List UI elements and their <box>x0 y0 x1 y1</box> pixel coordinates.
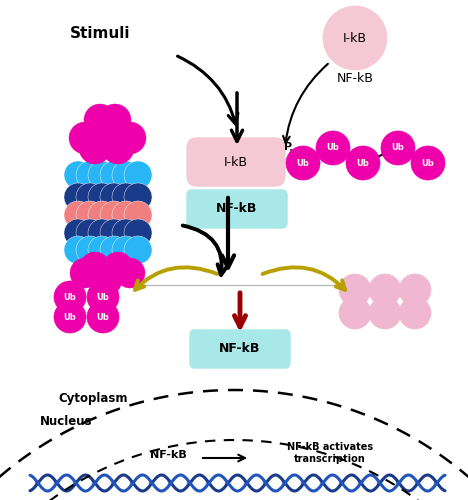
Circle shape <box>399 274 431 306</box>
Text: I-kB: I-kB <box>343 32 367 44</box>
Circle shape <box>115 258 145 288</box>
Circle shape <box>339 274 371 306</box>
Circle shape <box>124 236 152 264</box>
Text: NF-kB: NF-kB <box>216 202 258 215</box>
Circle shape <box>112 183 140 211</box>
Circle shape <box>88 201 116 229</box>
Text: Ub: Ub <box>357 158 369 168</box>
Circle shape <box>87 281 119 313</box>
Circle shape <box>102 132 134 164</box>
Circle shape <box>80 252 110 282</box>
Circle shape <box>112 161 140 189</box>
Circle shape <box>99 104 131 136</box>
Circle shape <box>316 131 350 165</box>
Circle shape <box>76 236 104 264</box>
Circle shape <box>100 201 128 229</box>
Text: I-kB: I-kB <box>224 156 248 168</box>
Circle shape <box>76 183 104 211</box>
Circle shape <box>92 265 122 295</box>
Circle shape <box>112 219 140 247</box>
Text: Stimuli: Stimuli <box>70 26 130 41</box>
Circle shape <box>112 236 140 264</box>
Text: Ub: Ub <box>96 312 110 322</box>
Text: NF-kB activates
transcription: NF-kB activates transcription <box>287 442 373 464</box>
Circle shape <box>103 252 133 282</box>
Circle shape <box>411 146 445 180</box>
Circle shape <box>286 146 320 180</box>
Circle shape <box>323 6 387 70</box>
Circle shape <box>346 146 380 180</box>
Circle shape <box>79 132 111 164</box>
Circle shape <box>84 104 116 136</box>
Circle shape <box>381 131 415 165</box>
Circle shape <box>124 161 152 189</box>
Circle shape <box>100 236 128 264</box>
Circle shape <box>91 117 123 149</box>
Circle shape <box>88 236 116 264</box>
Circle shape <box>399 297 431 329</box>
Circle shape <box>100 183 128 211</box>
Text: P: P <box>284 142 292 152</box>
FancyBboxPatch shape <box>190 330 290 368</box>
Text: Ub: Ub <box>327 144 339 152</box>
Text: Ub: Ub <box>422 158 434 168</box>
Circle shape <box>54 281 86 313</box>
Circle shape <box>76 201 104 229</box>
Circle shape <box>100 219 128 247</box>
Circle shape <box>69 122 101 154</box>
Circle shape <box>124 219 152 247</box>
Circle shape <box>124 183 152 211</box>
Circle shape <box>369 274 401 306</box>
FancyBboxPatch shape <box>187 138 285 186</box>
Circle shape <box>112 201 140 229</box>
Circle shape <box>88 219 116 247</box>
Text: NF-kB: NF-kB <box>150 450 186 460</box>
Text: Cytoplasm: Cytoplasm <box>58 392 127 405</box>
Text: Nucleus: Nucleus <box>40 415 93 428</box>
Circle shape <box>76 219 104 247</box>
FancyBboxPatch shape <box>187 190 287 228</box>
Circle shape <box>64 183 92 211</box>
Text: Ub: Ub <box>64 312 76 322</box>
Circle shape <box>114 122 146 154</box>
Text: Ub: Ub <box>297 158 309 168</box>
Circle shape <box>88 183 116 211</box>
Circle shape <box>339 297 371 329</box>
Circle shape <box>64 236 92 264</box>
Circle shape <box>70 258 100 288</box>
Circle shape <box>100 161 128 189</box>
Text: Ub: Ub <box>96 292 110 302</box>
Text: Ub: Ub <box>64 292 76 302</box>
Circle shape <box>76 161 104 189</box>
Text: NF-kB: NF-kB <box>219 342 261 355</box>
Circle shape <box>64 161 92 189</box>
Circle shape <box>88 161 116 189</box>
Circle shape <box>124 201 152 229</box>
Text: NF-kB: NF-kB <box>336 72 373 85</box>
Circle shape <box>87 301 119 333</box>
Circle shape <box>54 301 86 333</box>
Circle shape <box>64 201 92 229</box>
Circle shape <box>369 297 401 329</box>
Text: Ub: Ub <box>392 144 404 152</box>
Circle shape <box>64 219 92 247</box>
